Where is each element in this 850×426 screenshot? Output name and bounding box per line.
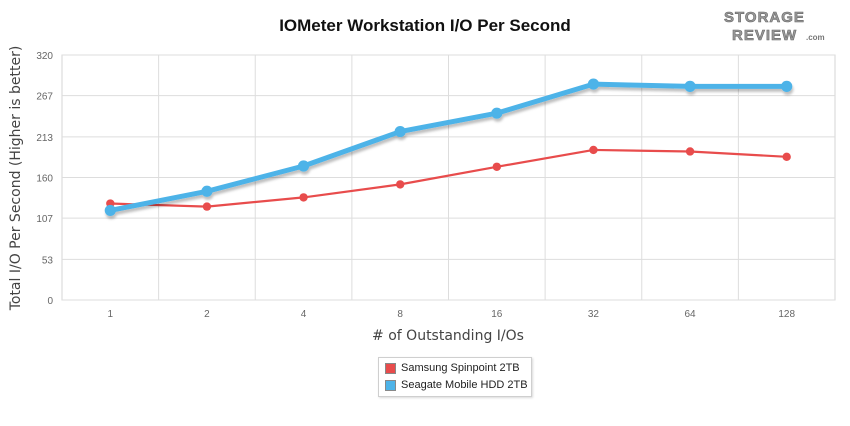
series-samsung-spinpoint-2tb <box>106 145 791 211</box>
logo-line1: STORAGE <box>724 9 805 26</box>
chart-title: IOMeter Workstation I/O Per Second <box>279 16 571 35</box>
series-seagate-mobile-hdd-2tb <box>104 78 793 217</box>
x-tick-label: 64 <box>685 309 697 320</box>
y-tick-label: 320 <box>36 51 53 62</box>
grid <box>62 54 835 301</box>
x-tick-label: 16 <box>491 309 503 320</box>
data-point-seagate-mobile-hdd-2tb[interactable] <box>201 185 213 197</box>
data-point-samsung-spinpoint-2tb[interactable] <box>782 152 791 162</box>
x-axis-label: # of Outstanding I/Os <box>372 328 524 344</box>
y-tick-label: 107 <box>36 214 53 225</box>
series <box>104 78 793 217</box>
data-point-seagate-mobile-hdd-2tb[interactable] <box>104 204 116 217</box>
data-point-seagate-mobile-hdd-2tb[interactable] <box>297 160 310 172</box>
y-tick-label: 267 <box>36 92 53 103</box>
data-point-samsung-spinpoint-2tb[interactable] <box>685 147 695 156</box>
y-axis-label: Total I/O Per Second (Higher is better) <box>8 46 24 312</box>
x-tick-label: 32 <box>588 309 600 320</box>
data-point-seagate-mobile-hdd-2tb[interactable] <box>491 107 503 119</box>
x-tick-label: 1 <box>108 309 114 320</box>
x-tick-label: 2 <box>204 309 210 320</box>
data-point-seagate-mobile-hdd-2tb[interactable] <box>781 80 793 92</box>
x-tick-label: 4 <box>301 309 307 320</box>
data-point-seagate-mobile-hdd-2tb[interactable] <box>394 125 406 138</box>
logo-suffix: .com <box>806 33 825 42</box>
data-point-samsung-spinpoint-2tb[interactable] <box>395 180 405 189</box>
data-point-seagate-mobile-hdd-2tb[interactable] <box>684 80 696 92</box>
logo-line2: REVIEW <box>732 27 797 44</box>
y-tick-label: 53 <box>42 255 54 266</box>
y-axis-ticks: 0 53 107 160 213 267 320 <box>36 51 53 307</box>
legend-swatch-samsung <box>385 362 396 374</box>
series-line-seagate-mobile-hdd-2tb <box>107 81 790 213</box>
storage-review-logo: STORAGE REVIEW .com <box>724 9 825 45</box>
data-point-samsung-spinpoint-2tb[interactable] <box>492 162 502 171</box>
x-axis-ticks: 1 2 4 8 16 32 64 128 <box>108 309 796 320</box>
data-point-seagate-mobile-hdd-2tb[interactable] <box>587 78 600 90</box>
y-tick-label: 213 <box>36 133 53 144</box>
legend-item-samsung[interactable]: Samsung Spinpoint 2TB <box>385 360 520 376</box>
legend-label-seagate: Seagate Mobile HDD 2TB <box>401 379 528 391</box>
x-tick-label: 128 <box>778 309 795 320</box>
legend-item-seagate[interactable]: Seagate Mobile HDD 2TB <box>385 377 528 393</box>
series-line-samsung-spinpoint-2tb <box>109 148 788 208</box>
data-point-samsung-spinpoint-2tb[interactable] <box>202 202 212 211</box>
legend-label-samsung: Samsung Spinpoint 2TB <box>401 362 520 374</box>
x-tick-label: 8 <box>397 309 403 320</box>
y-tick-label: 0 <box>47 296 53 307</box>
data-point-samsung-spinpoint-2tb[interactable] <box>589 145 598 155</box>
legend-swatch-seagate <box>385 379 396 391</box>
legend: Samsung Spinpoint 2TB Seagate Mobile HDD… <box>378 357 532 397</box>
data-point-samsung-spinpoint-2tb[interactable] <box>299 193 308 202</box>
y-tick-label: 160 <box>36 174 53 185</box>
